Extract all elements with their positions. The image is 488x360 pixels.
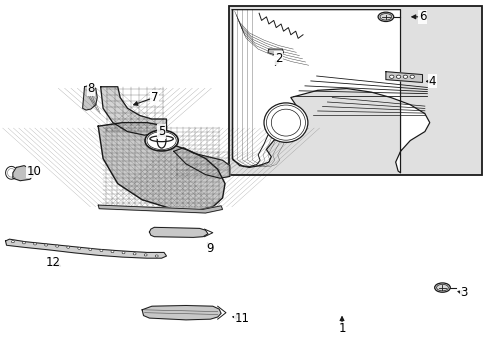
Ellipse shape <box>78 247 81 249</box>
Polygon shape <box>82 85 97 110</box>
Ellipse shape <box>34 243 37 245</box>
Polygon shape <box>173 148 229 178</box>
Ellipse shape <box>111 251 114 253</box>
Ellipse shape <box>264 103 307 142</box>
Ellipse shape <box>133 253 136 255</box>
Text: 12: 12 <box>46 256 61 269</box>
Polygon shape <box>101 87 166 135</box>
Ellipse shape <box>403 75 407 78</box>
Ellipse shape <box>377 12 393 22</box>
Ellipse shape <box>11 240 14 243</box>
Text: 4: 4 <box>427 75 435 88</box>
Bar <box>228 6 482 175</box>
Ellipse shape <box>22 242 25 244</box>
Text: 3: 3 <box>459 287 467 300</box>
Ellipse shape <box>89 248 92 251</box>
Ellipse shape <box>144 254 147 256</box>
Ellipse shape <box>66 246 69 248</box>
Text: 2: 2 <box>274 51 282 64</box>
Text: 10: 10 <box>26 165 41 177</box>
Text: 8: 8 <box>87 82 94 95</box>
Text: 1: 1 <box>338 322 345 335</box>
Polygon shape <box>98 123 224 211</box>
Ellipse shape <box>122 252 125 254</box>
Ellipse shape <box>155 255 158 257</box>
Text: 9: 9 <box>206 242 214 255</box>
Polygon shape <box>98 205 222 213</box>
Ellipse shape <box>100 249 102 252</box>
Ellipse shape <box>396 75 400 78</box>
Ellipse shape <box>145 130 178 151</box>
Polygon shape <box>267 49 283 54</box>
Ellipse shape <box>389 75 393 78</box>
Ellipse shape <box>409 75 414 78</box>
Ellipse shape <box>56 245 59 247</box>
Polygon shape <box>149 227 207 237</box>
Polygon shape <box>142 306 221 320</box>
Polygon shape <box>13 166 34 181</box>
Polygon shape <box>232 10 429 173</box>
Text: 7: 7 <box>150 91 158 104</box>
Polygon shape <box>385 72 422 82</box>
Ellipse shape <box>434 283 449 292</box>
Text: 6: 6 <box>418 10 426 23</box>
Polygon shape <box>5 239 166 258</box>
Text: 11: 11 <box>234 311 249 325</box>
Text: 5: 5 <box>158 125 165 138</box>
Ellipse shape <box>44 244 47 246</box>
